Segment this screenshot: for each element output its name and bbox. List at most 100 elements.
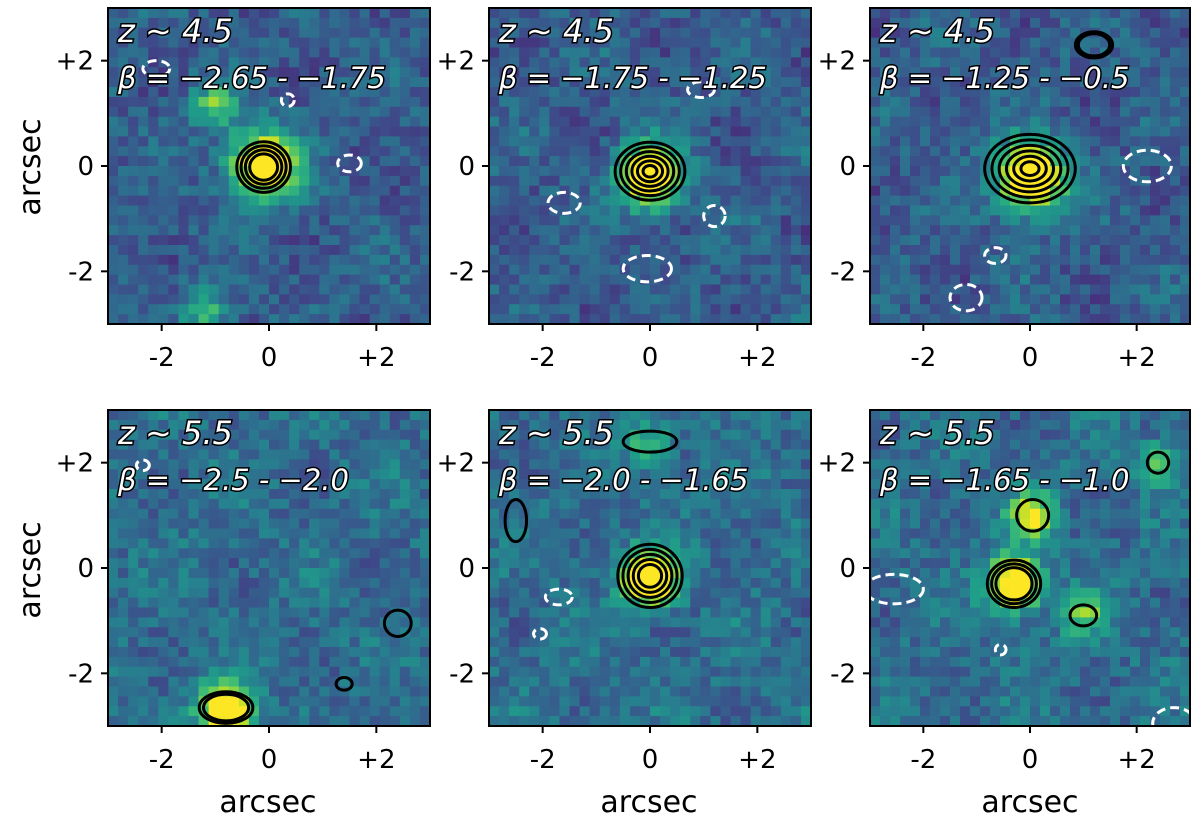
negative-contour	[686, 80, 716, 100]
y-tick-label: -2	[449, 659, 475, 689]
x-tick-label: -2	[149, 745, 175, 775]
y-tick-label: +2	[56, 47, 94, 77]
positive-contour	[1145, 450, 1171, 475]
x-axis-label-right: arcsec	[981, 785, 1078, 820]
positive-contour	[983, 132, 1077, 205]
negative-contour	[134, 458, 151, 473]
negative-contour	[983, 246, 1008, 265]
y-tick-label: 0	[839, 152, 856, 182]
negative-contour	[546, 190, 582, 215]
y-tick-label: +2	[818, 47, 856, 77]
x-tick-label: -2	[530, 745, 556, 775]
positive-contour	[621, 547, 679, 604]
heatmap-image	[489, 410, 811, 726]
positive-contour	[624, 150, 676, 193]
panel-title-redshift: z ∼ 5.5	[879, 414, 995, 452]
positive-contour	[990, 562, 1038, 606]
positive-contour	[334, 676, 354, 692]
heatmap-image	[108, 8, 430, 324]
y-tick-label: +2	[818, 449, 856, 479]
x-tick-label: 0	[261, 343, 278, 373]
x-tick-label: 0	[261, 745, 278, 775]
negative-contour	[948, 283, 984, 313]
positive-contour	[1004, 149, 1056, 188]
x-tick-label: 0	[642, 343, 659, 373]
panel-title-beta-range: β = −1.65 - −1.0	[879, 463, 1129, 497]
positive-contour	[621, 429, 679, 454]
positive-contour	[243, 148, 284, 186]
negative-contour	[279, 92, 296, 108]
panel-title-beta-range: β = −1.75 - −1.25	[498, 61, 767, 95]
negative-contour	[993, 642, 1008, 657]
panel-title-beta-range: β = −2.65 - −1.75	[117, 61, 386, 95]
positive-contour	[202, 692, 251, 723]
positive-contour	[239, 144, 288, 190]
positive-contour	[235, 140, 292, 194]
contours	[134, 458, 413, 725]
positive-contour	[997, 143, 1063, 194]
panel-title-beta-range: β = −2.5 - −2.0	[117, 463, 349, 497]
y-tick-label: 0	[77, 554, 94, 584]
panel-title-redshift: z ∼ 4.5	[117, 12, 233, 50]
x-tick-label: +2	[1118, 745, 1156, 775]
y-tick-label: -2	[449, 257, 475, 287]
y-tick-label: -2	[830, 659, 856, 689]
x-tick-label: +2	[357, 745, 395, 775]
y-axis-label-bottom: arcsec	[13, 521, 48, 618]
x-tick-label: +2	[357, 343, 395, 373]
panel-top-center: -2 0 +2 +2 0 -2 z ∼ 4.5 β = −1.75 - −1.25	[437, 7, 812, 373]
positive-contour	[630, 154, 670, 188]
x-axis-label-center: arcsec	[600, 785, 697, 820]
panels: -2 0 +2 +2 0 -2 z ∼ 4.5 β = −2.65 - −1.75 -2 0 +2 +…	[56, 7, 1191, 775]
y-tick-label: -2	[68, 659, 94, 689]
negative-contour	[1121, 148, 1173, 184]
y-tick-label: 0	[839, 554, 856, 584]
x-axis-label-left: arcsec	[219, 785, 316, 820]
negative-contour	[621, 254, 673, 284]
x-tick-label: 0	[642, 745, 659, 775]
negative-contour	[870, 572, 925, 606]
positive-contour	[994, 566, 1034, 602]
y-tick-label: +2	[437, 449, 475, 479]
panel-title-redshift: z ∼ 5.5	[498, 414, 614, 452]
positive-contour	[985, 558, 1043, 609]
panel-bottom-left: -2 0 +2 +2 0 -2 z ∼ 5.5 β = −2.5 - −2.0	[56, 409, 431, 775]
positive-contour	[1015, 498, 1051, 533]
y-tick-label: 0	[77, 152, 94, 182]
panel-top-right: -2 0 +2 +2 0 -2 z ∼ 4.5 β = −1.25 - −0.5	[818, 7, 1191, 373]
positive-contour	[1068, 603, 1099, 628]
y-tick-label: +2	[437, 47, 475, 77]
positive-contour	[1019, 160, 1041, 177]
negative-contour	[702, 204, 727, 229]
y-tick-label: 0	[458, 554, 475, 584]
contours	[503, 429, 684, 641]
heatmap-image	[108, 410, 430, 726]
positive-contour	[990, 138, 1070, 199]
negative-contour	[543, 587, 574, 607]
heatmap-image	[870, 410, 1190, 726]
positive-contour	[641, 163, 659, 179]
positive-contour	[616, 542, 684, 610]
panel-bottom-right: -2 0 +2 +2 0 -2 z ∼ 5.5 β = −1.65 - −1.0	[818, 409, 1191, 775]
heatmap-image	[489, 8, 811, 324]
x-tick-label: 0	[1022, 745, 1039, 775]
y-tick-label: 0	[458, 152, 475, 182]
negative-contour	[141, 59, 172, 78]
x-tick-label: -2	[910, 343, 936, 373]
panel-top-left: -2 0 +2 +2 0 -2 z ∼ 4.5 β = −2.65 - −1.75	[56, 7, 431, 373]
positive-contour	[626, 552, 674, 599]
positive-contour	[1073, 30, 1115, 60]
positive-contour	[613, 140, 687, 202]
positive-contour	[503, 498, 529, 544]
panel-bottom-center: -2 0 +2 +2 0 -2 z ∼ 5.5 β = −2.0 - −1.65	[437, 409, 812, 775]
y-tick-label: -2	[68, 257, 94, 287]
x-tick-label: -2	[910, 745, 936, 775]
positive-contour	[1076, 32, 1112, 58]
positive-contour	[248, 152, 280, 182]
x-tick-label: +2	[738, 343, 776, 373]
panel-title-redshift: z ∼ 4.5	[879, 12, 995, 50]
negative-contour	[336, 153, 363, 174]
panel-title-redshift: z ∼ 5.5	[117, 414, 233, 452]
positive-contour	[1012, 154, 1048, 183]
